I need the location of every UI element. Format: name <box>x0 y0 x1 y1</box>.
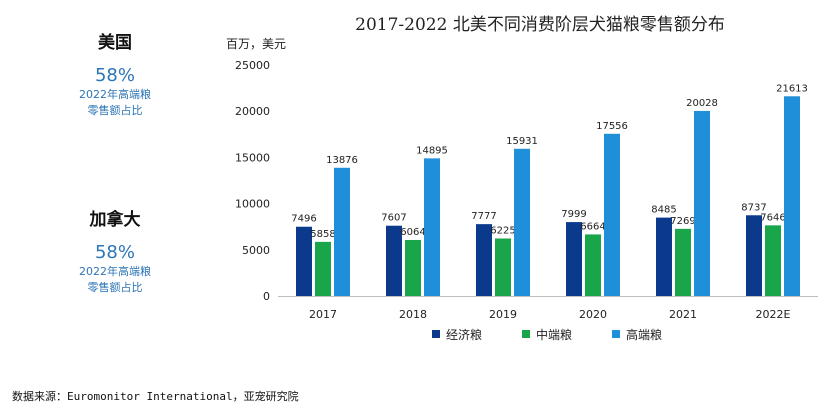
canada-country-label: 加拿大 <box>89 210 141 230</box>
bar-高端粮-2020 <box>604 133 620 296</box>
legend-swatch-经济粮 <box>432 330 440 338</box>
y-tick-label: 5000 <box>242 244 270 257</box>
bar-高端粮-2022E <box>784 96 800 296</box>
bar-中端粮-2020 <box>585 234 601 296</box>
data-label: 6664 <box>580 221 605 232</box>
x-tick-label: 2017 <box>309 308 337 321</box>
bar-高端粮-2019 <box>514 148 530 296</box>
canada-share-desc-line1: 2022年高端粮 <box>79 265 151 278</box>
canada-share-desc-line2: 零售额占比 <box>87 281 143 294</box>
y-axis-unit: 百万，美元 <box>226 37 286 51</box>
data-label: 7607 <box>381 213 406 224</box>
legend-label: 经济粮 <box>446 327 482 342</box>
x-tick-label: 2020 <box>579 308 607 321</box>
y-tick-label: 15000 <box>235 151 270 164</box>
us-premium-share: 58% <box>94 65 135 86</box>
data-label: 21613 <box>776 83 808 94</box>
x-tick-label: 2021 <box>669 308 697 321</box>
data-label: 14895 <box>416 145 448 156</box>
bar-中端粮-2021 <box>675 228 691 296</box>
bar-中端粮-2022E <box>765 225 781 296</box>
bar-经济粮-2018 <box>386 225 402 296</box>
us-country-label: 美国 <box>98 33 132 53</box>
bar-中端粮-2018 <box>405 239 421 296</box>
bar-高端粮-2021 <box>694 110 710 296</box>
data-label: 13876 <box>326 155 358 166</box>
data-label: 7269 <box>670 216 695 227</box>
x-tick-label: 2022E <box>756 308 791 321</box>
canada-premium-share: 58% <box>94 242 135 263</box>
legend-swatch-高端粮 <box>612 330 620 338</box>
y-tick-label: 20000 <box>235 105 270 118</box>
bar-高端粮-2018 <box>424 158 440 296</box>
data-label: 6064 <box>400 227 425 238</box>
legend-swatch-中端粮 <box>522 330 530 338</box>
data-label: 8485 <box>651 205 676 216</box>
data-label: 15931 <box>506 136 538 147</box>
bar-中端粮-2019 <box>495 238 511 296</box>
data-label: 8737 <box>741 202 766 213</box>
us-panel: 美国 58% 2022年高端粮 零售额占比 <box>40 28 190 118</box>
legend-label: 高端粮 <box>626 327 662 342</box>
y-tick-label: 25000 <box>235 59 270 72</box>
bar-中端粮-2017 <box>315 241 331 296</box>
y-tick-label: 0 <box>263 290 270 303</box>
us-share-desc-line1: 2022年高端粮 <box>79 88 151 101</box>
chart-title: 2017-2022 北美不同消费阶层犬猫粮零售额分布 <box>355 15 725 35</box>
data-label: 17556 <box>596 121 628 132</box>
bar-高端粮-2017 <box>334 167 350 296</box>
source-note: 数据来源：Euromonitor International，亚宠研究院 <box>12 390 299 403</box>
y-tick-label: 10000 <box>235 198 270 211</box>
bar-经济粮-2017 <box>296 226 312 296</box>
bar-经济粮-2021 <box>656 217 672 296</box>
legend-label: 中端粮 <box>536 327 572 342</box>
us-share-desc-line2: 零售额占比 <box>87 104 143 117</box>
x-tick-label: 2018 <box>399 308 427 321</box>
data-label: 7999 <box>561 209 586 220</box>
bar-经济粮-2020 <box>566 222 582 296</box>
data-label: 20028 <box>686 98 718 109</box>
data-label: 7496 <box>291 214 316 225</box>
canada-panel: 加拿大 58% 2022年高端粮 零售额占比 <box>40 205 190 295</box>
data-label: 5858 <box>310 229 335 240</box>
data-label: 7777 <box>471 211 496 222</box>
data-label: 6225 <box>490 225 515 236</box>
bar-经济粮-2022E <box>746 215 762 296</box>
data-label: 7646 <box>760 212 785 223</box>
bar-经济粮-2019 <box>476 224 492 296</box>
x-tick-label: 2019 <box>489 308 517 321</box>
